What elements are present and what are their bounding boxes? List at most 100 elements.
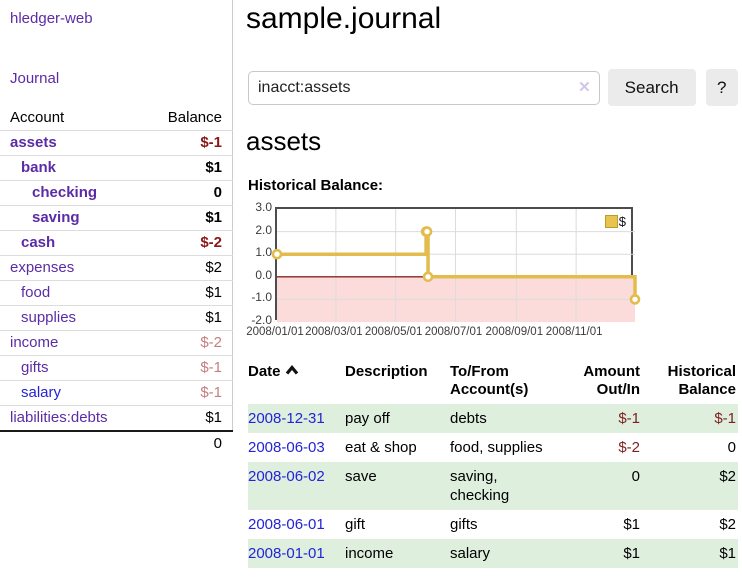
accounts-total: 0	[0, 430, 233, 456]
register-cell-balance: $1	[719, 545, 736, 562]
transaction-date-link[interactable]: 2008-06-03	[248, 439, 325, 456]
accounts-table-header: Account Balance	[0, 106, 233, 130]
register-cell-accounts: debts	[450, 410, 487, 427]
account-balance: 0	[213, 184, 222, 201]
accounts-rows: assets $-1 bank $1 checking 0 saving $1 cash $-2 e…	[0, 130, 233, 430]
search-box: ✕	[248, 70, 600, 105]
register-table: Date Description To/From Account(s) Amount …	[248, 360, 738, 568]
column-header-date[interactable]: Date	[248, 360, 345, 404]
y-axis-tick-label: 3.0	[255, 200, 272, 214]
register-cell-accounts: food, supplies	[450, 439, 543, 456]
register-cell-description: income	[345, 545, 394, 562]
chart-legend: $	[604, 214, 626, 229]
column-header-label: Date	[248, 363, 281, 380]
chart-plot-area: $	[271, 207, 641, 322]
sidebar-item-journal[interactable]: Journal	[10, 70, 60, 87]
x-axis-tick-label: 2008/03/01	[305, 326, 363, 338]
account-column-header: Account	[10, 109, 65, 126]
register-cell-date: 2008-01-01	[248, 539, 345, 568]
sidebar-account-row: checking 0	[0, 180, 233, 205]
account-balance: $2	[205, 259, 222, 276]
account-balance: $-1	[200, 359, 222, 376]
app-title-link[interactable]: hledger-web	[10, 10, 93, 27]
account-link-supplies[interactable]: supplies	[21, 309, 77, 326]
register-cell-description: save	[345, 468, 377, 485]
account-link-salary[interactable]: salary	[21, 384, 62, 401]
register-cell-description: pay off	[345, 410, 390, 427]
account-heading: assets	[246, 126, 322, 156]
register-cell-date: 2008-06-02	[248, 462, 345, 510]
sidebar-account-row: cash $-2	[0, 230, 233, 255]
column-header-label: Historical Balance	[667, 363, 736, 398]
register-cell-accounts: saving, checking	[450, 468, 510, 504]
column-header-amount[interactable]: Amount Out/In	[565, 360, 642, 404]
account-link-liabilities-debts[interactable]: liabilities:debts	[10, 409, 108, 426]
register-cell-balance: $-1	[714, 410, 736, 427]
register-cell-balance: $2	[719, 468, 736, 485]
y-axis-tick-label: 0.0	[255, 267, 272, 282]
sidebar-account-row: income $-2	[0, 330, 233, 355]
sidebar-account-row: expenses $2	[0, 255, 233, 280]
column-header-historical[interactable]: Historical Balance	[642, 360, 738, 404]
x-axis-tick-label: 2008/05/01	[364, 326, 423, 338]
chart-line-svg	[271, 209, 641, 322]
sidebar-account-row: salary $-1	[0, 380, 233, 405]
search-button[interactable]: Search	[607, 69, 696, 106]
sidebar: hledger-web Journal Account Balance asse…	[0, 0, 233, 452]
register-cell-date: 2008-06-03	[248, 433, 345, 462]
sidebar-account-row: saving $1	[0, 205, 233, 230]
sidebar-account-row: gifts $-1	[0, 355, 233, 380]
transaction-date-link[interactable]: 2008-06-01	[248, 516, 325, 533]
transaction-date-link[interactable]: 2008-12-31	[248, 410, 325, 427]
column-header-description[interactable]: Description	[345, 360, 450, 404]
y-axis-tick-label: -2.0	[251, 313, 272, 327]
register-cell-balance: 0	[727, 439, 736, 456]
account-link-expenses[interactable]: expenses	[10, 259, 75, 276]
column-header-label: Description	[345, 363, 428, 380]
account-balance: $-1	[200, 134, 222, 151]
x-axis-tick-label: 2008/11/01	[545, 326, 603, 338]
sidebar-account-row: liabilities:debts $1	[0, 405, 233, 430]
x-axis-tick-label: 2008/07/01	[424, 326, 483, 338]
account-balance: $1	[205, 284, 222, 301]
help-button[interactable]: ?	[705, 69, 738, 106]
legend-label: $	[618, 214, 626, 229]
column-header-label: To/From Account(s)	[450, 363, 529, 398]
account-link-gifts[interactable]: gifts	[21, 359, 49, 376]
account-link-saving[interactable]: saving	[32, 209, 80, 226]
register-cell-amount: $1	[623, 545, 640, 562]
transaction-date-link[interactable]: 2008-01-01	[248, 545, 325, 562]
y-axis-tick-label: -1.0	[251, 290, 272, 305]
account-balance: $-2	[200, 234, 222, 251]
register-row: 2008-01-01 income salary $1 $1	[248, 539, 738, 568]
balance-column-header: Balance	[167, 109, 222, 126]
register-cell-amount: $1	[623, 516, 640, 533]
column-header-to-from[interactable]: To/From Account(s)	[450, 360, 565, 404]
account-link-assets[interactable]: assets	[10, 134, 57, 151]
x-axis-tick-label: 2008/01/01	[246, 326, 304, 338]
account-balance: $1	[205, 209, 222, 226]
register-cell-date: 2008-06-01	[248, 510, 345, 539]
register-row: 2008-06-02 save saving, checking 0 $2	[248, 462, 738, 510]
register-cell-balance: $2	[719, 516, 736, 533]
search-input[interactable]	[248, 70, 600, 105]
sidebar-account-row: supplies $1	[0, 305, 233, 330]
legend-swatch-icon	[604, 215, 618, 228]
account-link-checking[interactable]: checking	[32, 184, 98, 201]
clear-search-icon[interactable]: ✕	[578, 78, 591, 96]
account-balance: $1	[205, 159, 222, 176]
sidebar-account-row: bank $1	[0, 155, 233, 180]
account-link-cash[interactable]: cash	[21, 234, 56, 251]
balance-chart: $ 3.0 2.0 1.0 0.0 -1.0 -2.0 2008/01/01 2008/03/…	[246, 200, 668, 341]
register-row: 2008-06-03 eat & shop food, supplies $-2 0	[248, 433, 738, 462]
account-link-bank[interactable]: bank	[21, 159, 57, 176]
register-cell-amount: $-2	[618, 439, 640, 456]
chart-title: Historical Balance:	[248, 177, 384, 194]
account-link-income[interactable]: income	[10, 334, 59, 351]
register-row: 2008-06-01 gift gifts $1 $2	[248, 510, 738, 539]
account-link-food[interactable]: food	[21, 284, 51, 301]
register-cell-accounts: salary	[450, 545, 491, 562]
transaction-date-link[interactable]: 2008-06-02	[248, 468, 325, 485]
accounts-table: Account Balance assets $-1 bank $1 checking 0…	[0, 106, 233, 456]
account-balance: $1	[205, 409, 222, 426]
